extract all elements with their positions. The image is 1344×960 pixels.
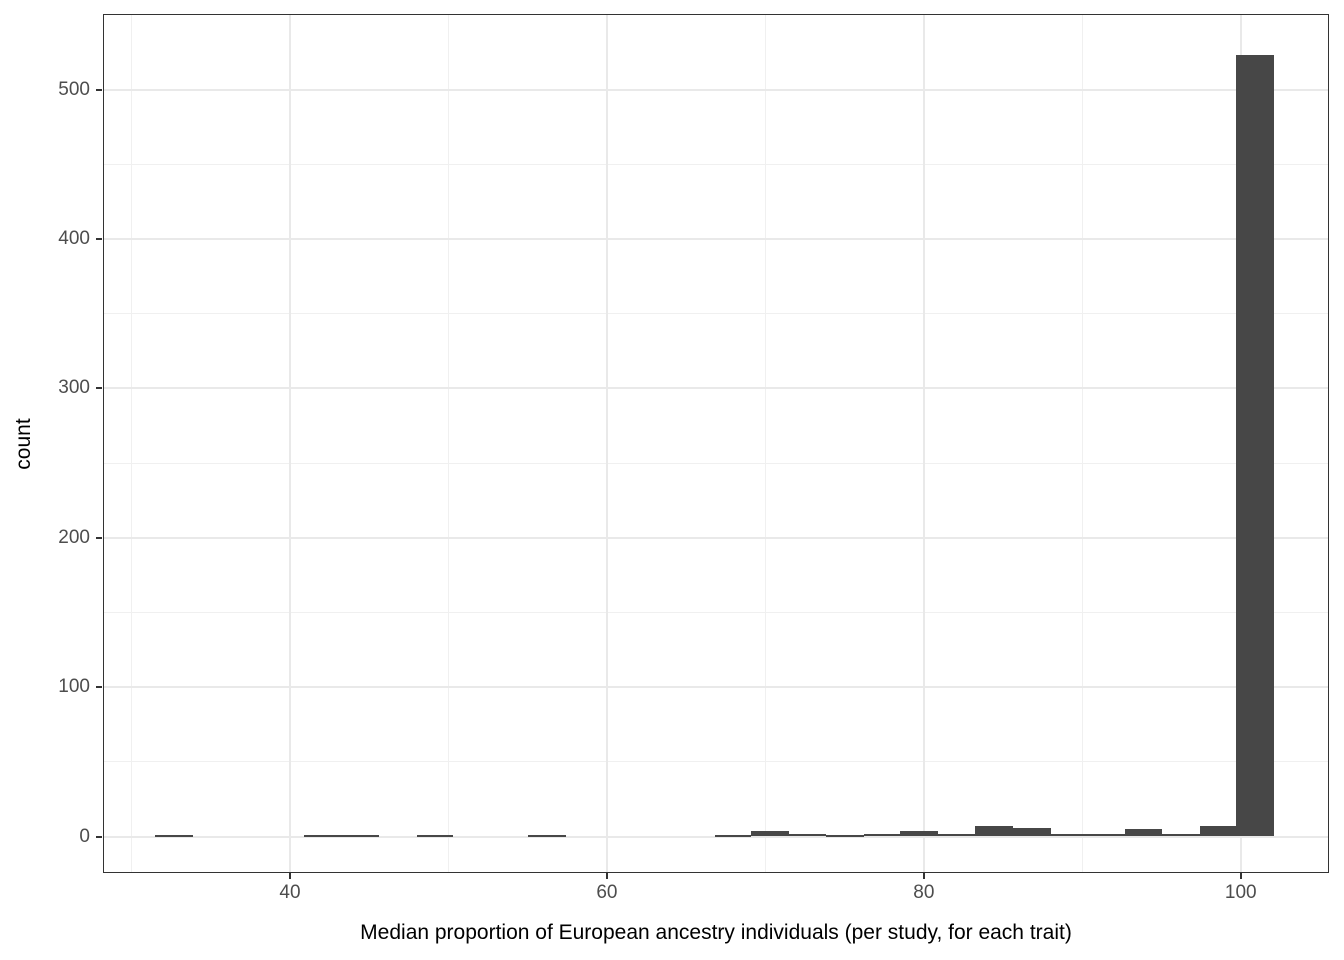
y-tick-label: 400 — [58, 227, 90, 249]
y-major-gridline — [103, 88, 1329, 91]
histogram-bar — [1012, 827, 1051, 837]
y-major-gridline — [103, 686, 1329, 689]
plot-panel — [103, 14, 1329, 873]
histogram-bar — [1087, 833, 1126, 837]
x-axis-title: Median proportion of European ancestry i… — [360, 921, 1072, 944]
y-minor-gridline — [103, 313, 1329, 315]
histogram-bar — [1236, 55, 1275, 837]
x-minor-gridline — [447, 14, 449, 873]
histogram-bar — [789, 833, 826, 837]
histogram-bar — [155, 834, 194, 837]
histogram-bar — [1050, 833, 1088, 837]
histogram-bar — [974, 826, 1013, 837]
y-tick-mark — [96, 536, 102, 539]
histogram-bar — [900, 830, 939, 837]
histogram-bar — [1199, 826, 1236, 837]
y-minor-gridline — [103, 611, 1329, 613]
histogram-bar — [714, 834, 752, 837]
x-tick-mark — [289, 873, 291, 879]
y-tick-mark — [96, 88, 102, 91]
y-tick-mark — [96, 237, 102, 240]
x-major-gridline — [289, 14, 291, 873]
histogram-bar — [527, 834, 566, 837]
y-major-gridline — [103, 835, 1329, 838]
y-major-gridline — [103, 237, 1329, 240]
y-tick-label: 200 — [58, 526, 90, 548]
x-tick-label: 100 — [1224, 882, 1257, 903]
x-minor-gridline — [131, 14, 133, 873]
x-tick-label: 60 — [596, 882, 618, 903]
y-tick-label: 100 — [58, 676, 90, 698]
y-tick-mark — [96, 387, 102, 390]
x-major-gridline — [922, 14, 925, 873]
y-axis-title: count — [12, 418, 35, 470]
y-tick-label: 0 — [79, 825, 90, 847]
histogram-bar — [938, 833, 975, 837]
panel-border — [103, 14, 1329, 873]
x-tick-mark — [605, 873, 608, 879]
x-minor-gridline — [764, 14, 766, 873]
x-tick-mark — [1239, 873, 1242, 879]
y-major-gridline — [103, 387, 1329, 390]
x-tick-mark — [922, 873, 925, 879]
histogram-bar — [825, 834, 864, 837]
y-tick-mark — [96, 835, 102, 838]
histogram-bar — [1125, 829, 1162, 837]
x-tick-label: 80 — [913, 882, 935, 903]
histogram-bar — [342, 834, 379, 837]
x-minor-gridline — [1081, 14, 1083, 873]
y-tick-label: 500 — [58, 78, 90, 100]
histogram-bar — [304, 834, 343, 837]
y-minor-gridline — [103, 761, 1329, 763]
x-major-gridline — [605, 14, 608, 873]
histogram-bar — [1161, 833, 1200, 837]
y-tick-mark — [96, 686, 102, 689]
y-tick-label: 300 — [58, 377, 90, 399]
y-minor-gridline — [103, 462, 1329, 464]
histogram-bar — [863, 833, 901, 837]
histogram-bar — [416, 834, 454, 837]
y-minor-gridline — [103, 163, 1329, 165]
y-major-gridline — [103, 536, 1329, 539]
x-tick-label: 40 — [279, 882, 301, 903]
y-minor-gridline — [103, 14, 1329, 16]
histogram-bar — [751, 830, 790, 837]
